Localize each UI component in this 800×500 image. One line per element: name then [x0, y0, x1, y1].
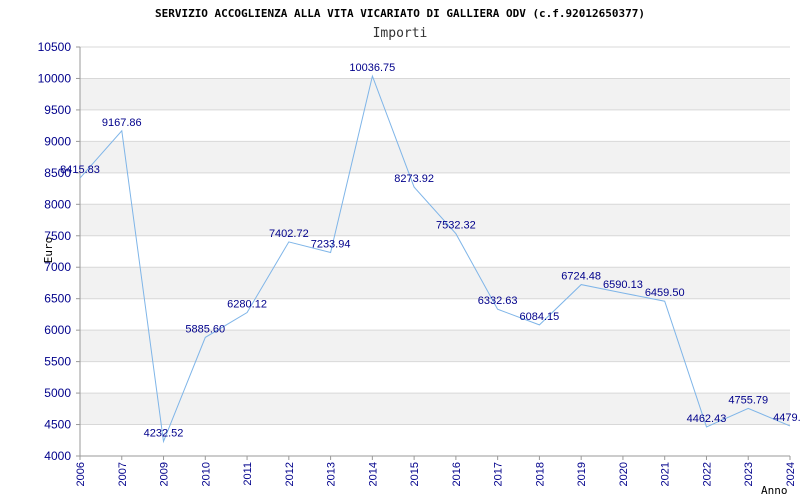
x-tick-label: 2015: [409, 462, 421, 486]
data-label: 4479.0: [773, 412, 800, 424]
y-tick-label: 5000: [44, 386, 71, 400]
x-tick-label: 2021: [660, 462, 672, 486]
data-label: 4462.43: [687, 413, 727, 425]
data-label: 10036.75: [349, 62, 395, 74]
x-tick-label: 2010: [200, 462, 212, 486]
data-label: 8415.83: [60, 164, 100, 176]
x-tick-label: 2016: [451, 462, 463, 486]
x-tick-labels: 2006 2007 2009 2010 2011 2012 2013 2014 2015 2016…: [75, 462, 797, 486]
y-tick-label: 8500: [44, 166, 71, 180]
x-tick-label: 2022: [701, 462, 713, 486]
y-tick-label: 10000: [38, 71, 72, 85]
x-tick-label: 2012: [284, 462, 296, 486]
x-tick-label: 2019: [576, 462, 588, 486]
grid-band: [80, 393, 790, 425]
data-label: 5885.60: [185, 323, 225, 335]
y-tick-label: 5500: [44, 355, 71, 369]
y-tick-label: 10500: [38, 40, 72, 54]
grid-band: [80, 78, 790, 110]
y-tick-label: 9500: [44, 103, 71, 117]
grid-bands: [80, 78, 790, 425]
x-tick-label: 2007: [117, 462, 129, 486]
x-tick-label: 2013: [326, 462, 338, 486]
x-tick-label: 2011: [242, 462, 254, 486]
x-tick-label: 2018: [534, 462, 546, 486]
data-label: 6459.50: [645, 287, 685, 299]
grid-band: [80, 330, 790, 362]
data-label: 7402.72: [269, 228, 309, 240]
chart-title: SERVIZIO ACCOGLIENZA ALLA VITA VICARIATO…: [155, 7, 645, 20]
y-tick-label: 4000: [44, 449, 71, 463]
data-label: 7233.94: [311, 239, 351, 251]
grid-band: [80, 267, 790, 299]
series-line: [79, 74, 791, 444]
data-label: 4232.52: [144, 427, 184, 439]
x-axis-label: Anno: [761, 484, 788, 497]
x-tick-label: 2024: [785, 462, 797, 486]
y-tick-labels: 4000 4500 5000 5500 6000 6500 7000 7500 8000 8500…: [38, 40, 72, 463]
data-label: 6084.15: [520, 311, 560, 323]
x-tick-label: 2009: [159, 462, 171, 486]
y-tick-label: 7500: [44, 229, 71, 243]
x-tick-label: 2014: [367, 462, 379, 486]
y-tick-label: 9000: [44, 134, 71, 148]
y-axis-label: Euro: [42, 237, 55, 264]
x-tick-label: 2006: [75, 462, 87, 486]
data-label: 8273.92: [394, 173, 434, 185]
y-tick-label: 6000: [44, 323, 71, 337]
data-label: 4755.79: [728, 394, 768, 406]
x-tick-label: 2023: [743, 462, 755, 486]
y-tick-label: 6500: [44, 292, 71, 306]
y-tick-label: 7000: [44, 260, 71, 274]
chart-subtitle: Importi: [373, 26, 428, 41]
data-label: 6332.63: [478, 295, 518, 307]
y-tick-label: 8000: [44, 197, 71, 211]
data-label: 9167.86: [102, 117, 142, 129]
grid-band: [80, 141, 790, 173]
grid-band: [80, 204, 790, 236]
data-label: 6724.48: [561, 271, 601, 283]
data-label: 6590.13: [603, 279, 643, 291]
data-label: 7532.32: [436, 220, 476, 232]
data-label: 6280.12: [227, 299, 267, 311]
grid-lines: [76, 46, 791, 460]
y-tick-label: 4500: [44, 418, 71, 432]
x-tick-label: 2017: [493, 462, 505, 486]
x-tick-label: 2020: [618, 462, 630, 486]
